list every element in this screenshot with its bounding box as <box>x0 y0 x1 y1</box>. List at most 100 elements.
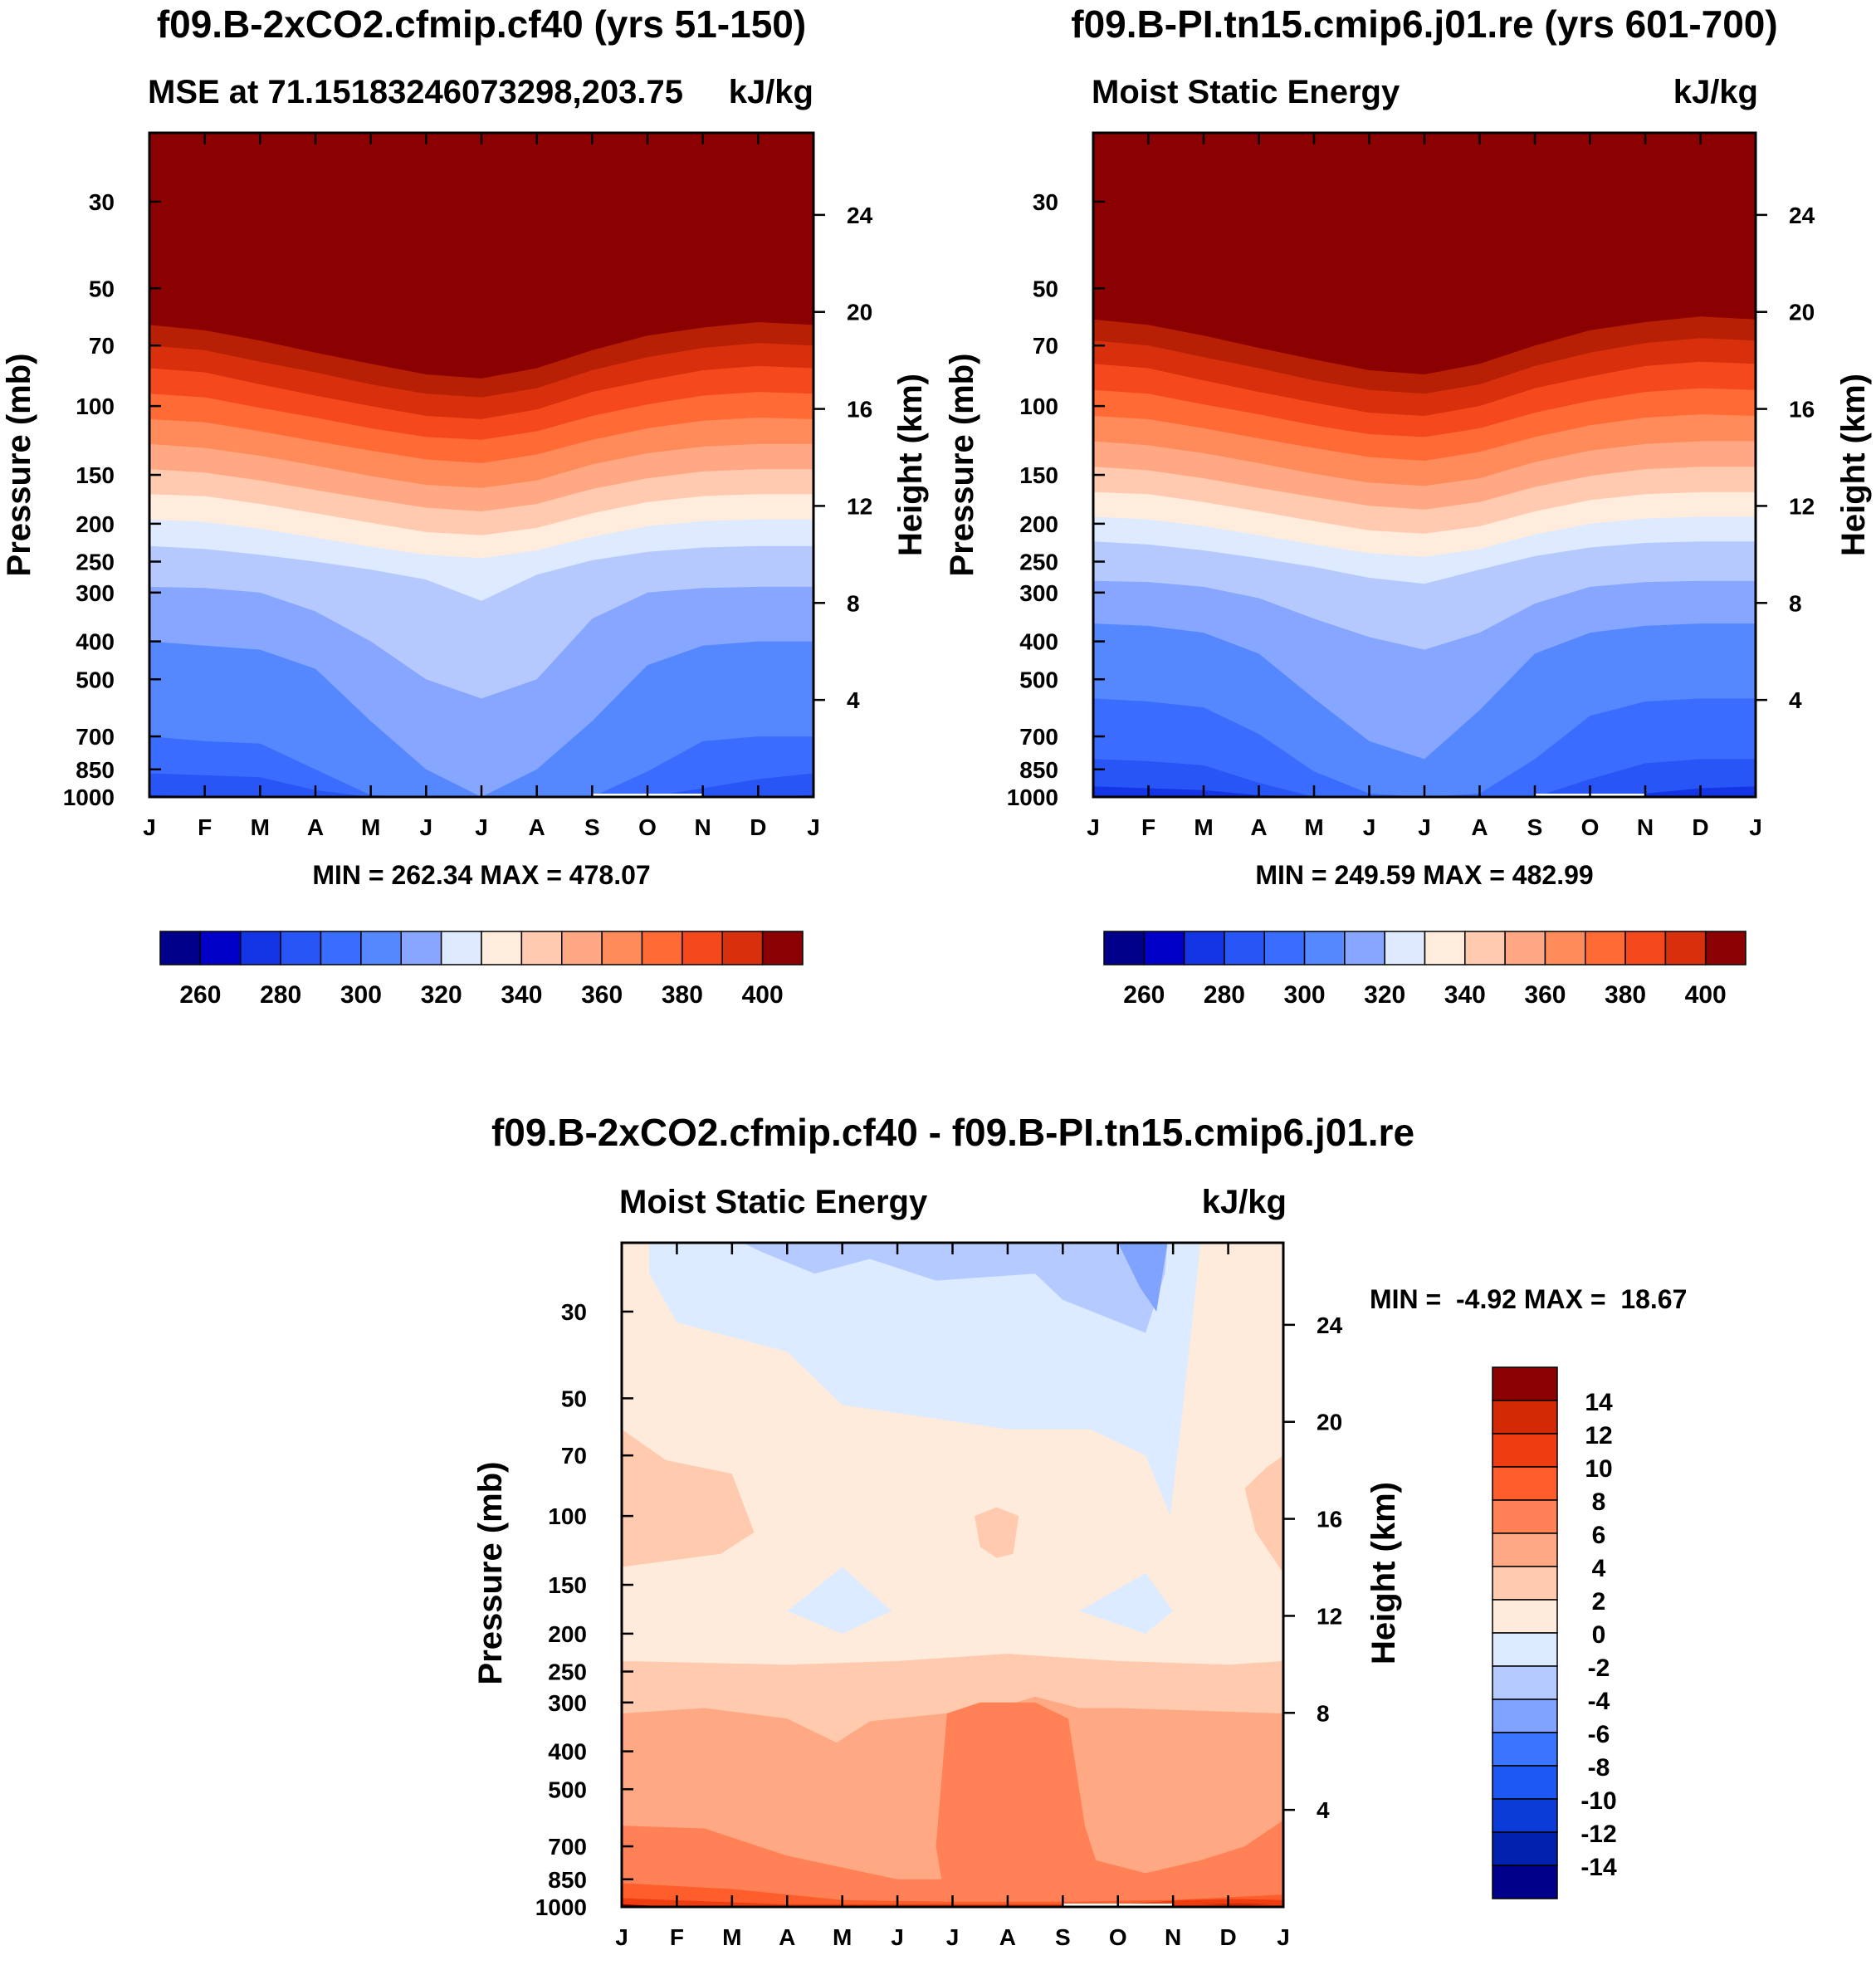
colorbar-box <box>320 931 362 965</box>
panel-a-ylabel: Pressure (mb) <box>1 354 37 577</box>
colorbar-box <box>1504 931 1546 965</box>
colorbar-label: 320 <box>1364 981 1405 1009</box>
x-tick-label: D <box>1219 1924 1236 1950</box>
colorbar-box <box>761 931 804 965</box>
colorbar-box <box>1624 931 1667 965</box>
contour-region <box>1200 1903 1273 1906</box>
colorbar-label: 8 <box>1592 1488 1606 1516</box>
x-tick-label: J <box>1363 814 1376 840</box>
colorbar-box <box>1492 1699 1558 1733</box>
y-tick-label: 850 <box>1019 757 1058 783</box>
panel-b-ylabel: Pressure (mb) <box>944 354 980 577</box>
y-tick-label: 50 <box>561 1386 587 1411</box>
colorbar-label: 320 <box>421 981 462 1009</box>
y-right-tick-label: 16 <box>1789 397 1815 423</box>
y-right-tick-label: 4 <box>1789 687 1802 713</box>
contour-region <box>743 1243 1168 1333</box>
x-tick-label: J <box>807 814 820 840</box>
colorbar-label: 380 <box>1605 981 1646 1009</box>
colorbar-box <box>481 931 523 965</box>
colorbar-label: 360 <box>1524 981 1566 1009</box>
y-tick-label: 400 <box>76 629 115 655</box>
y-right-tick-label: 24 <box>1789 203 1815 228</box>
colorbar-label: 260 <box>1123 981 1165 1009</box>
panel-a-plot-area: J F M A M J J A S O N D J 30 50 70 100 150 200 250 300 400 500… <box>63 131 873 840</box>
y-tick-label: 500 <box>76 667 115 692</box>
y-tick-label: 30 <box>89 189 115 215</box>
panel-diff-ylabel-right: Height (km) <box>1365 1482 1402 1664</box>
colorbar-label: 14 <box>1585 1389 1613 1416</box>
colorbar-label: 340 <box>501 981 542 1009</box>
colorbar-box <box>199 931 242 965</box>
y-tick-label: 50 <box>1033 276 1058 301</box>
colorbar-label: 280 <box>260 981 301 1009</box>
y-right-tick-label: 16 <box>847 397 872 423</box>
y-right-tick-label: 20 <box>1789 300 1815 325</box>
y-tick-label: 250 <box>76 550 115 575</box>
x-tick-label: A <box>1471 814 1488 840</box>
panel-b-title: f09.B-PI.tn15.cmip6.j01.re (yrs 601-700) <box>1071 2 1777 46</box>
panel-b-minmax: MIN = 249.59 MAX = 482.99 <box>1255 860 1593 890</box>
x-tick-label: F <box>670 1924 684 1950</box>
colorbar-label: 0 <box>1592 1621 1606 1649</box>
panel-b-plot-area: J F M A M J J A S O N D J 30 50 70 100 150 200 250 300 400 500… <box>1007 131 1815 840</box>
colorbar-box <box>1492 1665 1558 1700</box>
x-tick-label: N <box>1637 814 1654 840</box>
y-tick-label: 30 <box>561 1299 587 1325</box>
y-right-tick-label: 4 <box>847 687 860 713</box>
x-tick-label: S <box>1055 1924 1071 1950</box>
colorbar-box <box>1492 1400 1558 1435</box>
x-tick-label: J <box>475 814 488 840</box>
contour-region <box>649 1243 1201 1517</box>
colorbar-label: -8 <box>1588 1754 1610 1782</box>
colorbar-box <box>1492 1433 1558 1468</box>
y-right-tick-label: 20 <box>847 300 872 325</box>
colorbar-box <box>1224 931 1265 965</box>
colorbar-label: -14 <box>1580 1854 1617 1881</box>
y-tick-label: 250 <box>548 1659 587 1685</box>
y-tick-label: 100 <box>76 393 115 419</box>
colorbar-box <box>1183 931 1225 965</box>
panel-a-subtitle-left: MSE at 71.15183246073298,203.75 <box>148 74 683 110</box>
x-tick-label: D <box>750 814 766 840</box>
x-tick-label: M <box>361 814 380 840</box>
colorbar-label: -12 <box>1580 1821 1616 1848</box>
x-tick-label: J <box>1087 814 1100 840</box>
x-tick-label: F <box>198 814 212 840</box>
y-tick-label: 500 <box>548 1777 587 1802</box>
y-tick-label: 300 <box>76 580 115 606</box>
contour-region <box>1117 1243 1168 1312</box>
panel-diff-ylabel: Pressure (mb) <box>472 1462 509 1685</box>
colorbar-label: 10 <box>1585 1455 1612 1483</box>
colorbar-box <box>440 931 482 965</box>
colorbar-box <box>1492 1599 1558 1634</box>
x-tick-label: M <box>833 1924 852 1950</box>
x-tick-label: A <box>1250 814 1267 840</box>
colorbar-box <box>1492 1366 1558 1401</box>
y-right-tick-label: 8 <box>1317 1700 1330 1726</box>
panel-diff-subtitle-right: kJ/kg <box>1202 1184 1287 1220</box>
x-tick-label: O <box>638 814 657 840</box>
colorbar-label: -2 <box>1588 1655 1610 1682</box>
colorbar-box <box>1492 1499 1558 1534</box>
colorbar-label: 4 <box>1592 1555 1606 1582</box>
contour-band <box>1093 698 1756 797</box>
colorbar-box <box>1492 1532 1558 1567</box>
contour-region <box>1079 1572 1174 1634</box>
x-tick-label: A <box>779 1924 795 1950</box>
contour-region <box>622 1702 1283 1907</box>
y-right-tick-label: 12 <box>1789 493 1815 519</box>
panel-diff-plot-area: J F M A M J J A S O N D J 30 50 70 100 150 200 250 300 400 500… <box>535 1241 1343 1950</box>
panel-diff-colorbar: 14 12 10 8 6 4 2 0 -2 -4 -6 -8 -10 -12 -14 <box>1492 1366 1617 1899</box>
x-tick-label: M <box>1194 814 1213 840</box>
y-tick-label: 300 <box>548 1690 587 1716</box>
contour-band <box>149 641 813 797</box>
colorbar-box <box>1464 931 1506 965</box>
x-tick-label: J <box>420 814 433 840</box>
colorbar-label: 300 <box>1284 981 1326 1009</box>
x-tick-label: J <box>143 814 156 840</box>
colorbar-box <box>1704 931 1747 965</box>
colorbar-label: 280 <box>1204 981 1245 1009</box>
x-tick-label: M <box>251 814 270 840</box>
contour-region <box>975 1507 1019 1558</box>
